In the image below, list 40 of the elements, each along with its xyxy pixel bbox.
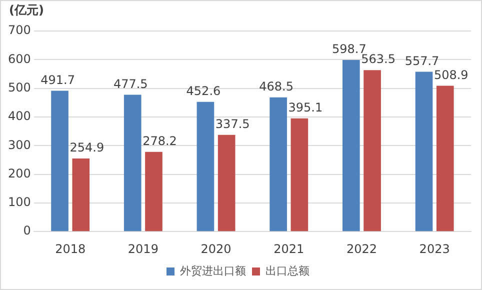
legend-label: 出口总额 [266, 264, 310, 278]
bar [124, 94, 142, 232]
bar [364, 70, 381, 232]
bar [290, 118, 308, 232]
data-label: 557.7 [404, 54, 440, 68]
bar [415, 72, 433, 232]
data-label: 468.5 [259, 79, 294, 94]
data-label: 452.6 [186, 84, 221, 98]
bar [51, 90, 68, 232]
y-tick-label: 700 [8, 23, 31, 38]
x-tick-label: 2021 [274, 242, 304, 256]
bar [196, 102, 214, 232]
x-tick-label: 2020 [200, 242, 232, 256]
y-tick-label: 400 [8, 109, 31, 124]
x-tick-label: 2018 [55, 242, 86, 256]
data-label: 278.2 [142, 134, 177, 148]
data-label: 395.1 [288, 100, 323, 114]
data-label: 337.5 [215, 117, 250, 132]
x-tick-label: 2019 [128, 242, 158, 256]
y-tick-label: 200 [8, 166, 31, 180]
data-label: 477.5 [113, 76, 148, 91]
data-label: 508.9 [434, 68, 468, 82]
y-axis-title: (亿元) [9, 3, 44, 18]
legend-label: 外贸进出口额 [180, 264, 246, 278]
bar [436, 86, 454, 232]
y-tick-label: 500 [8, 80, 31, 94]
data-label: 491.7 [40, 72, 75, 87]
bar [218, 134, 236, 232]
bar [145, 152, 162, 232]
bar [270, 97, 287, 232]
y-tick-label: 300 [8, 138, 31, 152]
bar [342, 60, 360, 232]
x-tick-label: 2023 [419, 242, 450, 256]
y-tick-label: 100 [8, 195, 31, 210]
y-tick-label: 0 [23, 224, 31, 238]
bar [72, 158, 90, 232]
data-label: 563.5 [361, 52, 396, 66]
y-tick-label: 600 [8, 52, 31, 66]
x-tick-label: 2022 [346, 242, 377, 256]
data-label: 254.9 [70, 140, 104, 155]
